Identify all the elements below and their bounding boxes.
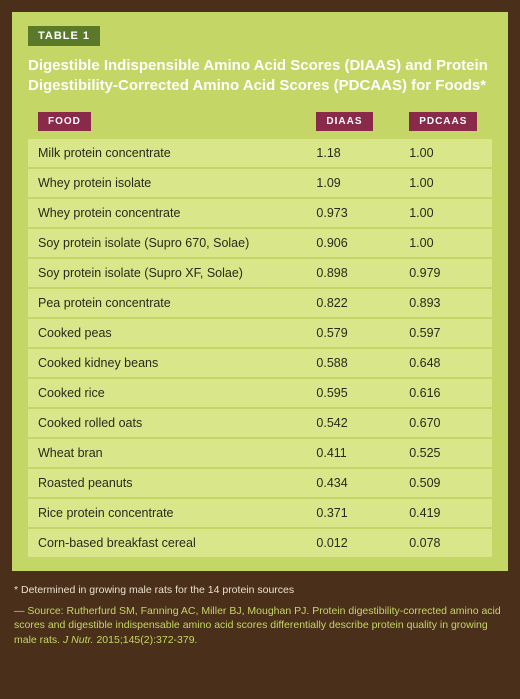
table-row: Cooked rice0.5950.616 [28,379,492,407]
table-row: Roasted peanuts0.4340.509 [28,469,492,497]
pdcaas-cell: 0.616 [399,379,492,407]
pdcaas-cell: 0.893 [399,289,492,317]
table-row: Pea protein concentrate0.8220.893 [28,289,492,317]
header-row: FOOD DIAAS PDCAAS [28,111,492,137]
table-row: Soy protein isolate (Supro XF, Solae)0.8… [28,259,492,287]
pdcaas-cell: 0.525 [399,439,492,467]
pdcaas-cell: 0.419 [399,499,492,527]
pdcaas-cell: 0.078 [399,529,492,557]
food-cell: Rice protein concentrate [28,499,306,527]
footnote: * Determined in growing male rats for th… [14,583,506,598]
pdcaas-cell: 1.00 [399,229,492,257]
food-cell: Whey protein isolate [28,169,306,197]
protein-table: FOOD DIAAS PDCAAS Milk protein concentra… [28,109,492,559]
table-row: Cooked peas0.5790.597 [28,319,492,347]
table-row: Whey protein concentrate0.9731.00 [28,199,492,227]
food-cell: Corn-based breakfast cereal [28,529,306,557]
col-header-diaas: DIAAS [316,112,372,131]
food-cell: Roasted peanuts [28,469,306,497]
diaas-cell: 0.371 [306,499,399,527]
food-cell: Cooked kidney beans [28,349,306,377]
table-tag: TABLE 1 [28,26,100,46]
table-row: Whey protein isolate1.091.00 [28,169,492,197]
diaas-cell: 0.434 [306,469,399,497]
pdcaas-cell: 0.597 [399,319,492,347]
diaas-cell: 0.898 [306,259,399,287]
source-citation: — Source: Rutherfurd SM, Fanning AC, Mil… [14,604,506,648]
table-row: Wheat bran0.4110.525 [28,439,492,467]
diaas-cell: 1.09 [306,169,399,197]
table-row: Cooked kidney beans0.5880.648 [28,349,492,377]
diaas-cell: 1.18 [306,139,399,167]
diaas-cell: 0.012 [306,529,399,557]
table-row: Milk protein concentrate1.181.00 [28,139,492,167]
pdcaas-cell: 1.00 [399,169,492,197]
table-row: Corn-based breakfast cereal0.0120.078 [28,529,492,557]
pdcaas-cell: 0.509 [399,469,492,497]
table-row: Rice protein concentrate0.3710.419 [28,499,492,527]
food-cell: Cooked rolled oats [28,409,306,437]
pdcaas-cell: 0.648 [399,349,492,377]
table-panel: TABLE 1 Digestible Indispensible Amino A… [12,12,508,571]
table-row: Soy protein isolate (Supro 670, Solae)0.… [28,229,492,257]
col-header-food: FOOD [38,112,91,131]
diaas-cell: 0.822 [306,289,399,317]
diaas-cell: 0.411 [306,439,399,467]
diaas-cell: 0.595 [306,379,399,407]
food-cell: Wheat bran [28,439,306,467]
source-journal: J Nutr. [63,634,94,646]
food-cell: Whey protein concentrate [28,199,306,227]
diaas-cell: 0.973 [306,199,399,227]
col-header-pdcaas: PDCAAS [409,112,477,131]
pdcaas-cell: 1.00 [399,139,492,167]
food-cell: Milk protein concentrate [28,139,306,167]
food-cell: Cooked rice [28,379,306,407]
source-suffix: 2015;145(2):372-379. [94,634,198,646]
pdcaas-cell: 0.979 [399,259,492,287]
food-cell: Soy protein isolate (Supro 670, Solae) [28,229,306,257]
diaas-cell: 0.579 [306,319,399,347]
diaas-cell: 0.542 [306,409,399,437]
pdcaas-cell: 0.670 [399,409,492,437]
table-title: Digestible Indispensible Amino Acid Scor… [28,56,492,95]
food-cell: Pea protein concentrate [28,289,306,317]
food-cell: Soy protein isolate (Supro XF, Solae) [28,259,306,287]
diaas-cell: 0.588 [306,349,399,377]
table-row: Cooked rolled oats0.5420.670 [28,409,492,437]
food-cell: Cooked peas [28,319,306,347]
pdcaas-cell: 1.00 [399,199,492,227]
diaas-cell: 0.906 [306,229,399,257]
